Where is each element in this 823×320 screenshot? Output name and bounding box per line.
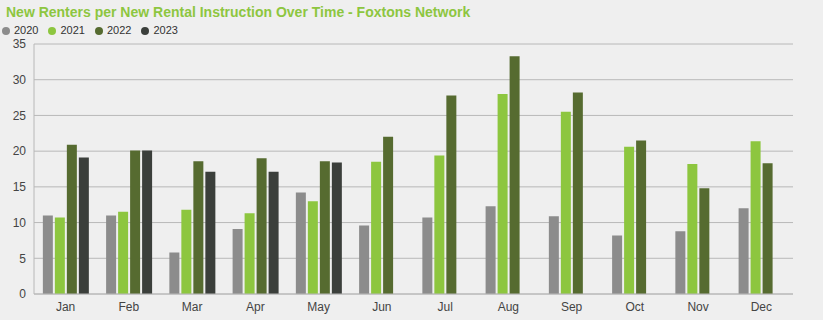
svg-text:Nov: Nov <box>687 300 708 314</box>
svg-text:Sep: Sep <box>561 300 583 314</box>
svg-text:Jun: Jun <box>372 300 391 314</box>
svg-text:Dec: Dec <box>751 300 772 314</box>
svg-text:35: 35 <box>13 37 27 51</box>
svg-text:15: 15 <box>13 180 27 194</box>
svg-text:Aug: Aug <box>498 300 519 314</box>
svg-text:5: 5 <box>19 252 26 266</box>
svg-text:10: 10 <box>13 216 27 230</box>
svg-text:May: May <box>307 300 330 314</box>
html-text:2022: 2022 <box>107 24 132 36</box>
svg-text:Jul: Jul <box>437 300 452 314</box>
svg-text:0: 0 <box>19 287 26 301</box>
html-text:2023: 2023 <box>153 24 178 36</box>
svg-text:Jan: Jan <box>56 300 75 314</box>
svg-text:25: 25 <box>13 109 27 123</box>
svg-text:20: 20 <box>13 144 27 158</box>
html-text:2020: 2020 <box>14 24 39 36</box>
svg-text:30: 30 <box>13 73 27 87</box>
svg-text:Apr: Apr <box>246 300 265 314</box>
svg-text:Oct: Oct <box>626 300 645 314</box>
html-text:New Renters per New Rental Ins: New Renters per New Rental Instruction O… <box>6 4 471 20</box>
html-text:2021: 2021 <box>60 24 85 36</box>
svg-text:Feb: Feb <box>119 300 140 314</box>
svg-text:Mar: Mar <box>182 300 203 314</box>
